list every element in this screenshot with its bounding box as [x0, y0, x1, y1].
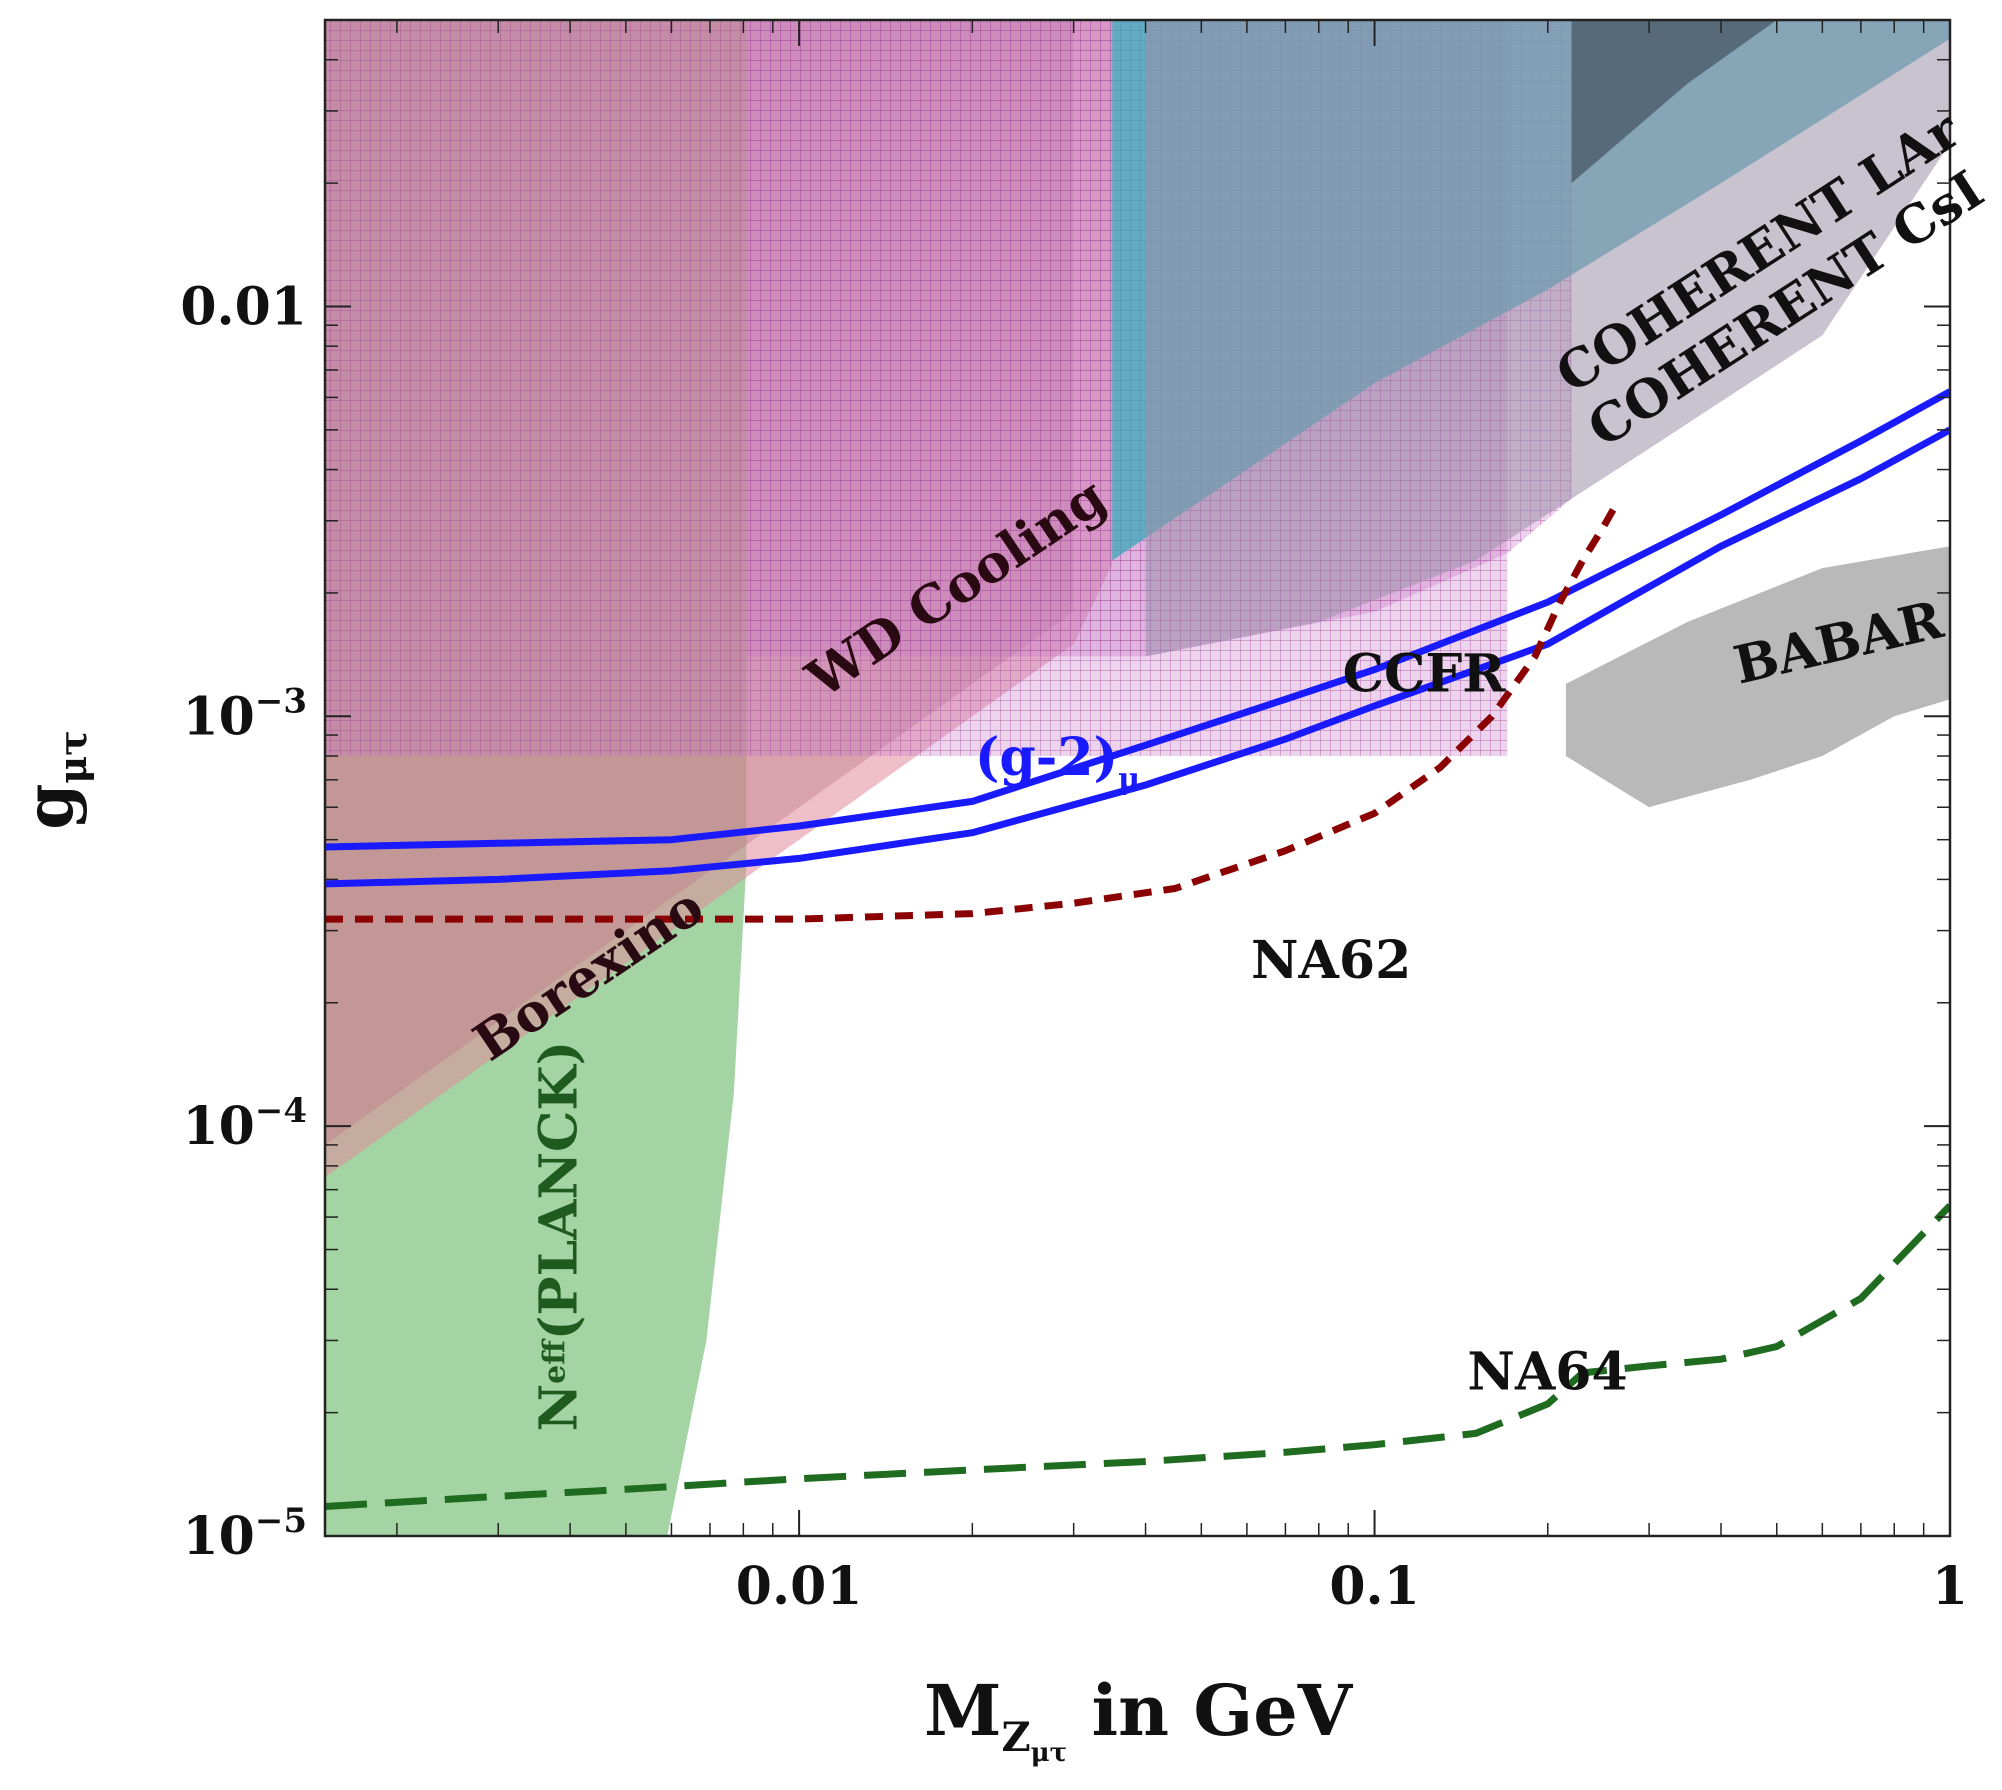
x-title-sub1: Z [1001, 1714, 1030, 1761]
x-title-main: M [924, 1669, 1002, 1752]
y-tick-label: 10−4 [182, 1091, 307, 1157]
label-na64: NA64 [1467, 1341, 1627, 1402]
limit-curves [325, 388, 1950, 1510]
curve-na62 [325, 507, 1617, 923]
g2-label: (g-2)μ [975, 727, 1140, 797]
region-coherent-csi [1145, 20, 1950, 657]
g2-label-sub: μ [1118, 762, 1140, 797]
label-ccfr: CCFR [1343, 643, 1507, 704]
region-dark-overlay [1571, 20, 1777, 184]
y-tick-label: 10−3 [182, 681, 307, 747]
neff-label-main: N [528, 1384, 589, 1432]
curve-na64 [325, 1203, 1950, 1510]
label-na62: NA62 [1251, 930, 1411, 991]
x-axis-title: MZμτ in GeV [924, 1669, 1354, 1768]
g2-label-main: (g-2) [975, 727, 1118, 788]
major-ticks: 0.01 0.1 1 0.01 10−3 10−4 10−5 [180, 20, 1968, 1617]
x-tick-label: 0.1 [1329, 1556, 1419, 1617]
x-title-rest: in GeV [1067, 1669, 1354, 1752]
y-title-main: g [10, 784, 88, 830]
curve--g-2-upper [325, 388, 1950, 851]
region-babar [1565, 546, 1950, 808]
neff-label-sub: eff [537, 1338, 572, 1384]
x-tick-label: 1 [1932, 1556, 1968, 1617]
x-tick-label: 0.01 [736, 1556, 863, 1617]
minor-ticks [325, 19, 1950, 1536]
plot-frame [323, 18, 1952, 1538]
neff-label-rest: (PLANCK) [528, 1041, 589, 1340]
excluded-regions [325, 20, 1950, 1536]
neff-planck-label: Neff(PLANCK) [528, 1041, 589, 1432]
y-axis-title: gμτ [10, 730, 95, 830]
y-tick-label: 0.01 [180, 276, 307, 337]
curve--g-2-lower [325, 426, 1950, 888]
y-title-sub: μτ [50, 730, 95, 783]
y-tick-label: 10−5 [182, 1501, 307, 1567]
x-title-sub2: μτ [1031, 1738, 1068, 1768]
